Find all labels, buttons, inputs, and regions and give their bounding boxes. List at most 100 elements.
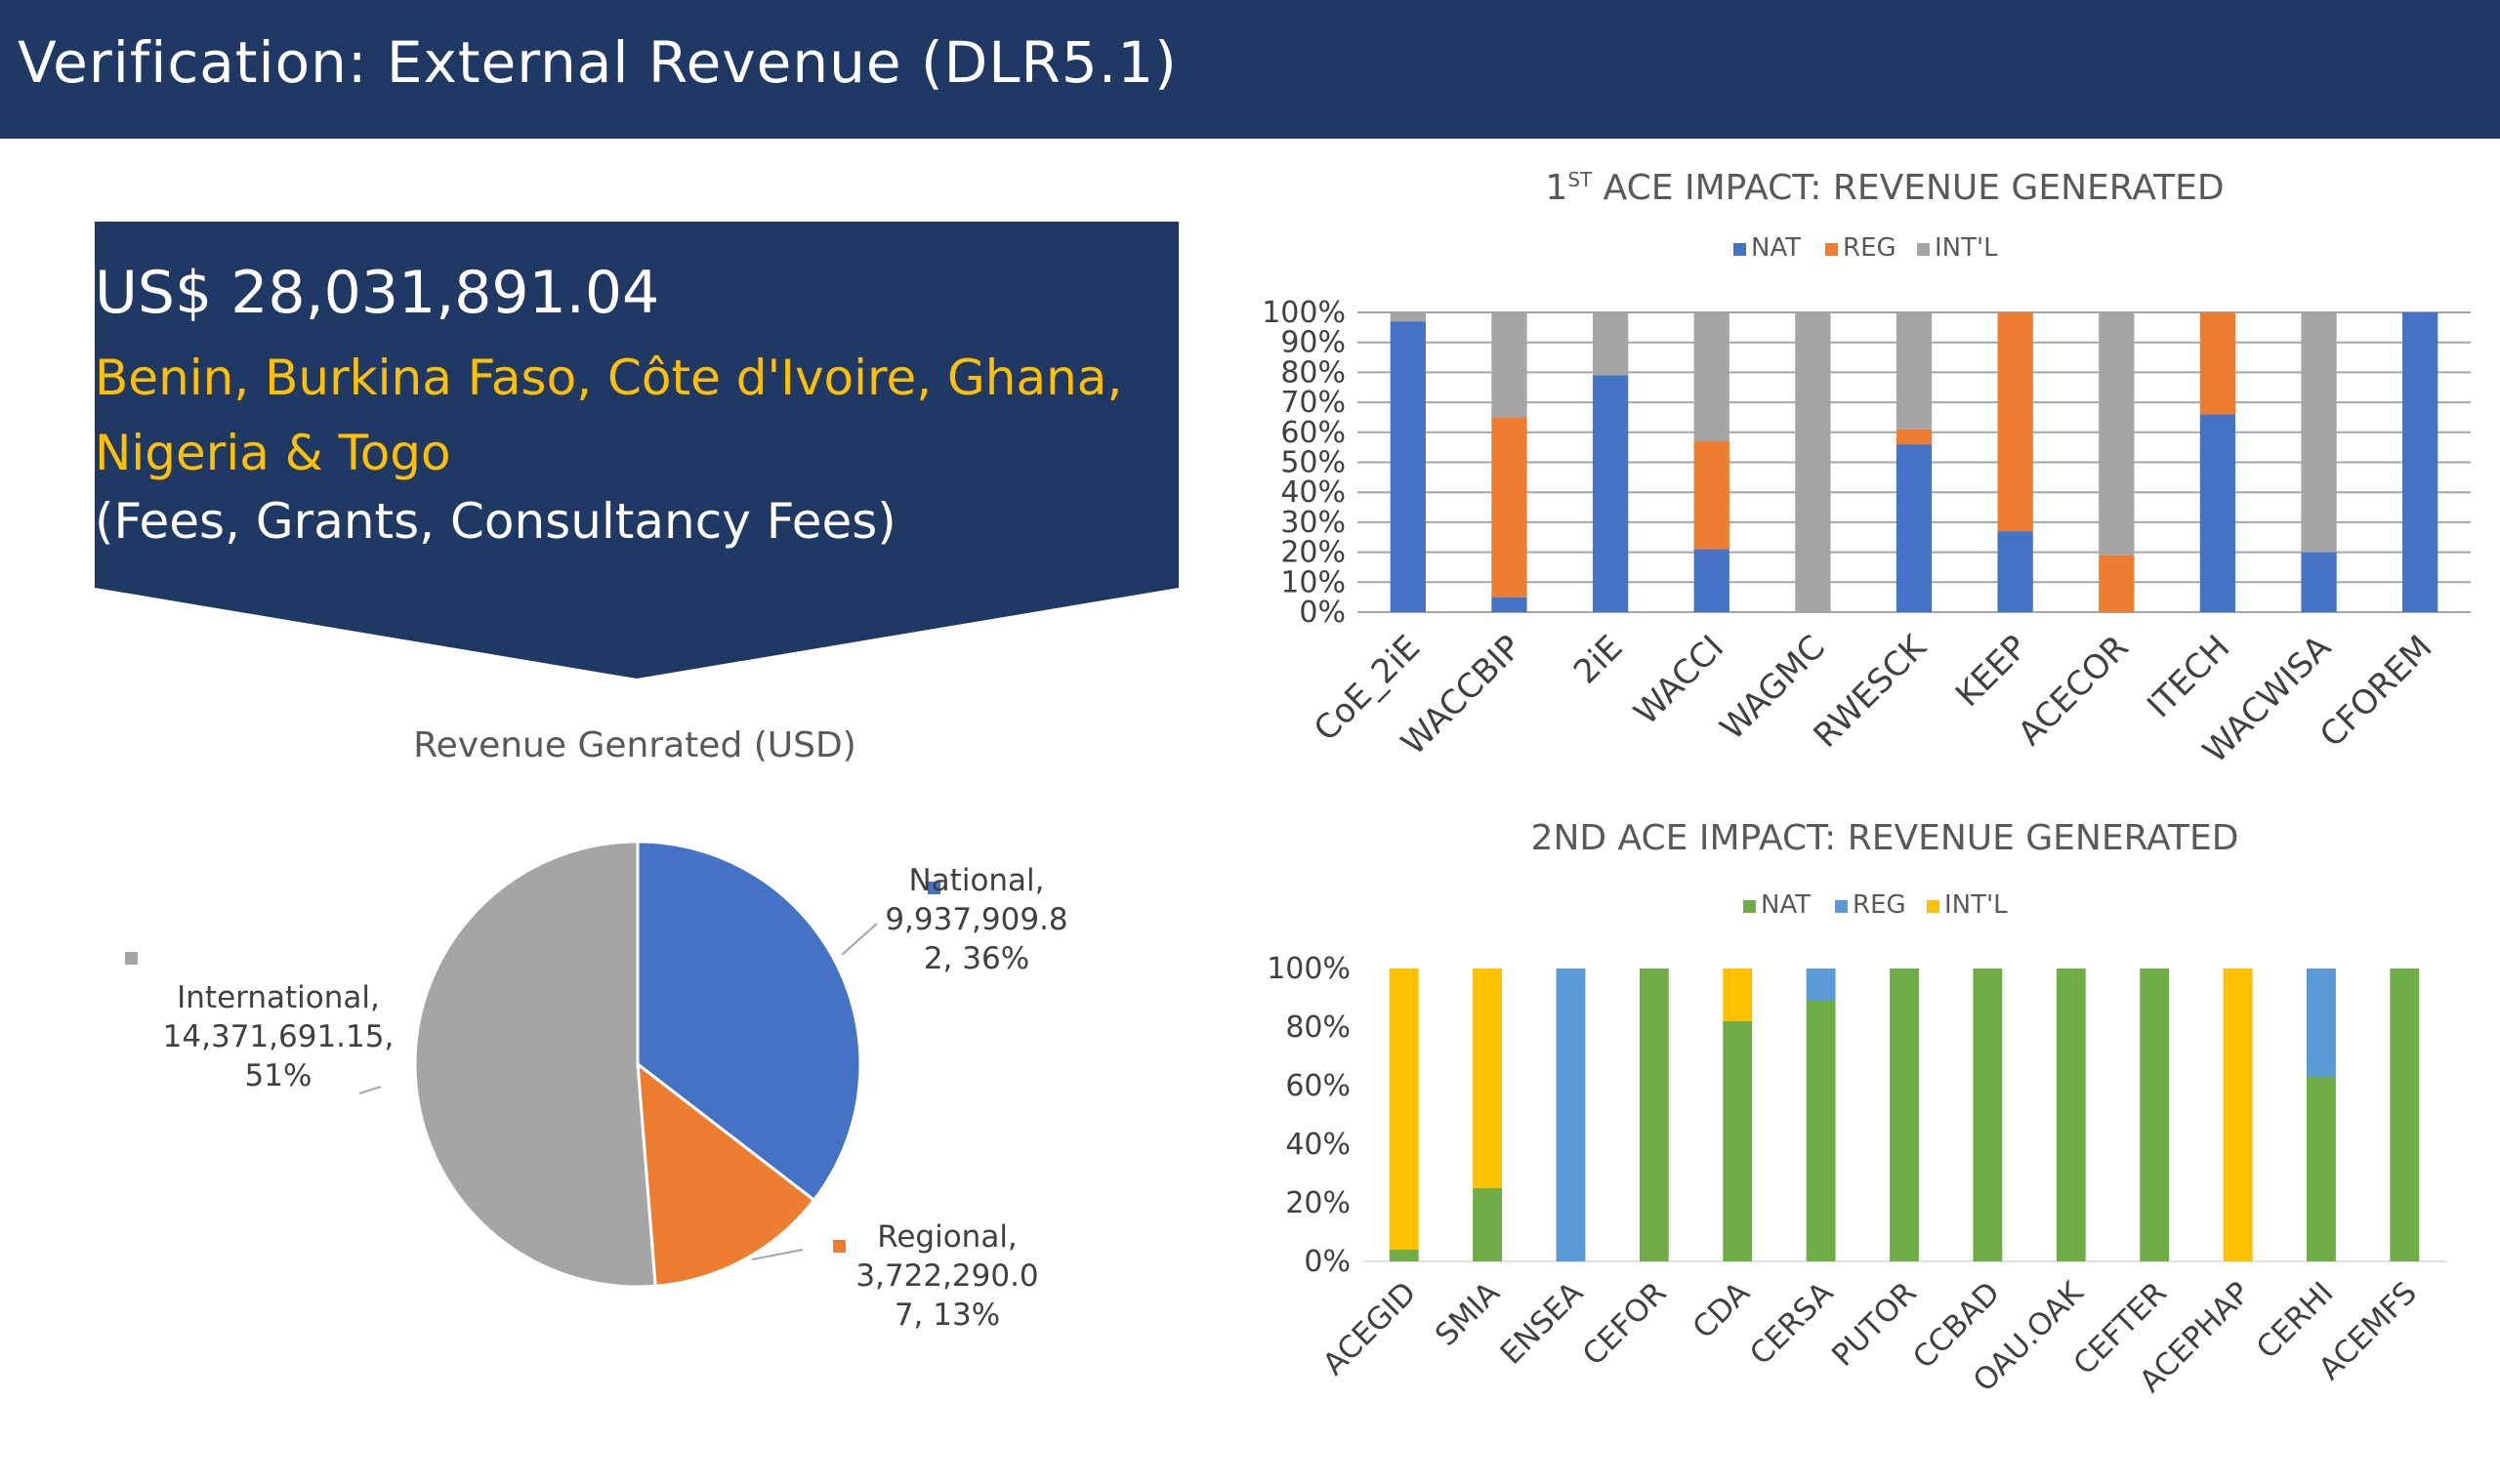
legend-marker-reg: [1835, 900, 1848, 913]
legend-label-nat: NAT: [1751, 233, 1801, 263]
y-tick-label: 0%: [1299, 596, 1346, 630]
bar-keep-nat: [1997, 531, 2033, 612]
x-tick-label-acegid: ACEGID: [1316, 1275, 1424, 1382]
y-tick-label: 80%: [1285, 1010, 1351, 1045]
bar-itech-nat: [2199, 414, 2236, 612]
y-tick-label: 40%: [1285, 1128, 1351, 1162]
legend-label-int-l: INT'L: [1935, 233, 1998, 263]
pie-label-international: 51%: [245, 1058, 312, 1093]
y-tick-label: 60%: [1285, 1069, 1351, 1103]
bar-2ie-int-l: [1592, 312, 1629, 376]
pie-label-regional: 3,722,290.0: [855, 1258, 1038, 1294]
bar-acemfs-nat: [2390, 969, 2420, 1261]
bar-putor-nat: [1890, 969, 1919, 1261]
x-tick-label-cforem: CFOREM: [2312, 628, 2439, 755]
bar-wacwisa-int-l: [2301, 312, 2337, 553]
legend-label-reg: REG: [1853, 890, 1906, 920]
pie-label-national: National,: [908, 863, 1044, 898]
legend-label-reg: REG: [1843, 233, 1896, 263]
bar-waccbip-nat: [1491, 597, 1527, 612]
y-tick-label: 100%: [1267, 952, 1351, 986]
x-tick-label-cersa: CERSA: [1743, 1275, 1840, 1372]
x-tick-label-2ie: 2iE: [1566, 628, 1630, 691]
total-amount: US$ 28,031,891.04: [95, 259, 660, 327]
ace1-revenue-chart: NAT REG INT'L 0%10%20%30%40%50%60%70%80%90%…: [1262, 233, 2471, 771]
y-tick-label: 50%: [1280, 446, 1346, 480]
bar-ccbad-nat: [1973, 969, 2003, 1261]
slide-header: Verification: External Revenue (DLR5.1): [0, 0, 2500, 139]
y-tick-label: 80%: [1280, 355, 1346, 390]
pie-label-regional: 7, 13%: [895, 1298, 1000, 1333]
legend-marker-int-l: [1927, 900, 1939, 913]
bar-cerhi-reg: [2306, 969, 2336, 1077]
y-tick-label: 0%: [1304, 1245, 1351, 1279]
chart1-title-sup: ST: [1567, 168, 1593, 191]
pie-slice-regional: [636, 1060, 816, 1288]
bar-acecor-reg: [2099, 555, 2135, 612]
ace2-revenue-chart: NAT REG INT'L 0% 20% 40% 60% 80% 100% ACEGID SMIAE…: [1267, 890, 2446, 1399]
bar-acephap-int-l: [2223, 969, 2253, 1261]
bar-acegid-int-l: [1389, 969, 1419, 1250]
bar-smia-int-l: [1473, 969, 1503, 1188]
legend-marker-nat: [1743, 900, 1756, 913]
bar-itech-reg: [2199, 312, 2236, 415]
bar-wacwisa-nat: [2301, 552, 2337, 612]
revenue-callout: US$ 28,031,891.04 Benin, Burkina Faso, C…: [95, 222, 1179, 679]
y-tick-label: 30%: [1280, 506, 1346, 540]
legend-label-int-l: INT'L: [1944, 890, 2008, 920]
bar-waccbip-reg: [1491, 417, 1527, 598]
pie-label-regional: Regional,: [877, 1219, 1018, 1255]
bar-acecor-int-l: [2099, 312, 2135, 556]
bar-wacci-int-l: [1693, 312, 1729, 442]
y-tick-label: 10%: [1280, 565, 1346, 599]
chart1-title-main: 1: [1545, 168, 1568, 208]
bar-coe-2ie-int-l: [1390, 312, 1426, 322]
bar-rwesck-nat: [1896, 444, 1933, 612]
bar-oau-oak-nat: [2056, 969, 2086, 1261]
legend-marker-reg: [1825, 243, 1838, 256]
pie-leader-line-international: [358, 1086, 382, 1094]
bar-rwesck-int-l: [1896, 312, 1933, 430]
bar-acegid-nat: [1389, 1250, 1419, 1261]
bar-cforem-nat: [2402, 312, 2438, 612]
bar-wagmc-int-l: [1795, 312, 1831, 612]
x-tick-label-keep: KEEP: [1948, 628, 2035, 715]
legend-label-nat: NAT: [1761, 890, 1811, 920]
x-tick-label-cefor: CEFOR: [1576, 1275, 1674, 1373]
bar-cda-int-l: [1723, 969, 1753, 1021]
callout-shape: [95, 222, 1179, 679]
y-tick-label: 20%: [1285, 1186, 1351, 1220]
bar-cersa-nat: [1806, 1001, 1836, 1261]
x-tick-label-acecor: ACECOR: [2011, 628, 2137, 754]
y-tick-label: 100%: [1262, 296, 1346, 330]
pie-chart: National, 9,937,909.8 2, 36% Regional,3,722…: [125, 840, 1068, 1333]
bar-ensea-reg: [1556, 969, 1586, 1261]
pie-leader-line-national: [841, 923, 878, 956]
y-tick-label: 70%: [1280, 386, 1346, 420]
bar-cefor-nat: [1639, 969, 1669, 1261]
bar-coe-2ie-nat: [1390, 321, 1426, 612]
pie-leader-line-regional: [751, 1249, 804, 1260]
pie-label-national: 9,937,909.8: [885, 902, 1067, 937]
x-tick-label-ensea: ENSEA: [1494, 1275, 1590, 1371]
x-tick-label-rwesck: RWESCK: [1807, 627, 1936, 756]
chart1-title-rest: ACE IMPACT: REVENUE GENERATED: [1592, 168, 2225, 208]
countries-line-2: Nigeria & Togo: [95, 425, 451, 481]
bar-wacci-reg: [1693, 441, 1729, 550]
y-tick-label: 40%: [1280, 475, 1346, 510]
bar-2ie-nat: [1592, 375, 1629, 612]
bar-smia-nat: [1473, 1188, 1503, 1261]
pie-legend-marker-national: [928, 882, 940, 894]
bar-rwesck-reg: [1896, 429, 1933, 445]
bar-cersa-reg: [1806, 969, 1836, 1001]
pie-label-national: 2, 36%: [924, 941, 1029, 976]
pie-label-international: International,: [177, 980, 380, 1015]
slide-title: Verification: External Revenue (DLR5.1): [18, 29, 1178, 96]
pie-slice-international: [413, 840, 657, 1289]
pie-legend-marker-international: [125, 952, 138, 965]
bar-wacci-nat: [1693, 549, 1729, 612]
pie-slice-national: [636, 840, 862, 1203]
revenue-sources: (Fees, Grants, Consultancy Fees): [95, 493, 896, 550]
y-tick-label: 90%: [1280, 326, 1346, 360]
bar-cerhi-nat: [2306, 1077, 2336, 1261]
